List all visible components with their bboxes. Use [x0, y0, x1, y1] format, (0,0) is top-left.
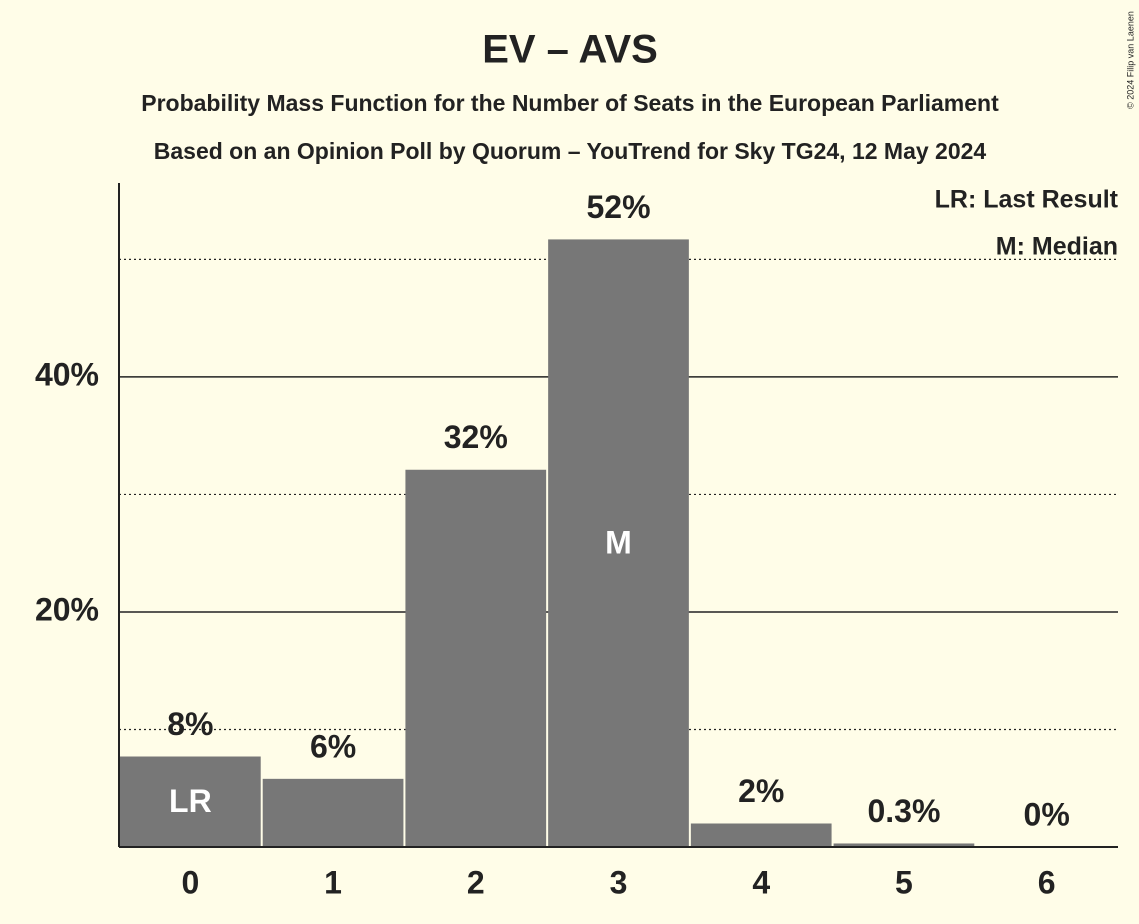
x-tick-label: 1 [324, 864, 342, 900]
legend-note: M: Median [996, 233, 1118, 261]
bar [833, 843, 975, 847]
value-label: 0% [1024, 796, 1070, 832]
bar [405, 469, 547, 847]
x-tick-label: 6 [1038, 864, 1056, 900]
bar [690, 823, 832, 847]
value-label: 8% [167, 706, 213, 742]
x-tick-label: 3 [610, 864, 628, 900]
bar [120, 756, 261, 847]
bar-annotation: M [605, 525, 632, 561]
value-label: 52% [586, 189, 650, 225]
x-tick-label: 5 [895, 864, 913, 900]
value-label: 6% [310, 728, 356, 764]
value-label: 32% [444, 419, 508, 455]
bar-annotation: LR [169, 783, 212, 819]
x-tick-label: 4 [752, 864, 770, 900]
x-tick-label: 2 [467, 864, 485, 900]
y-tick-label: 40% [35, 356, 99, 392]
legend-note: LR: Last Result [935, 186, 1119, 214]
x-tick-label: 0 [181, 864, 199, 900]
bar [262, 778, 404, 847]
chart-subtitle: Probability Mass Function for the Number… [141, 90, 999, 116]
value-label: 0.3% [867, 793, 940, 829]
bar [548, 239, 689, 847]
y-tick-label: 20% [35, 591, 99, 627]
value-label: 2% [738, 773, 784, 809]
chart-subtitle: Based on an Opinion Poll by Quorum – You… [154, 138, 987, 164]
chart-title: EV – AVS [482, 28, 658, 72]
credit: © 2024 Filip van Laenen [1125, 11, 1135, 109]
